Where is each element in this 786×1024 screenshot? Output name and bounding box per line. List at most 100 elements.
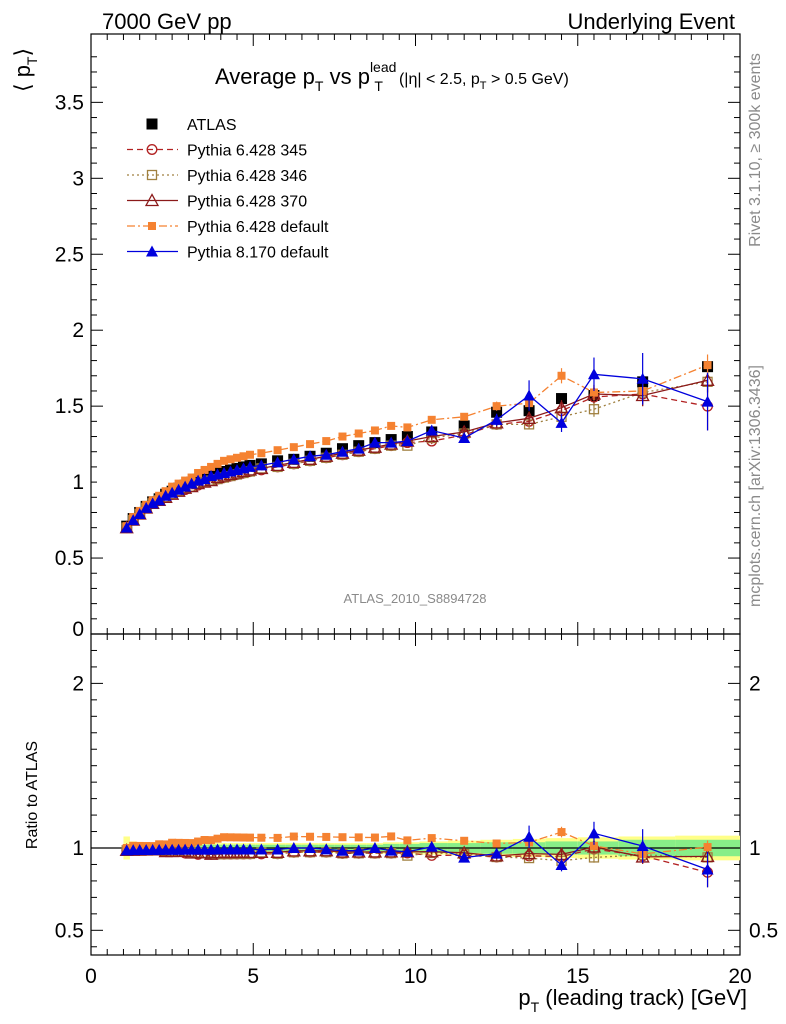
ratio-data-point xyxy=(338,833,347,842)
ratio-data-point xyxy=(271,843,284,855)
data-point xyxy=(271,456,284,468)
ratio-y-tick-label: 0.5 xyxy=(55,919,84,942)
data-point xyxy=(523,389,536,401)
ratio-data-point xyxy=(200,836,209,845)
ratio-data-point xyxy=(401,845,414,857)
ratio-data-point xyxy=(557,828,566,837)
legend-label: ATLAS xyxy=(187,117,237,134)
y-tick-label: 1 xyxy=(72,471,84,494)
data-point xyxy=(490,413,503,425)
data-point xyxy=(401,435,414,447)
series-line xyxy=(126,379,708,529)
data-point xyxy=(458,432,471,444)
series-1 xyxy=(121,381,714,534)
data-point xyxy=(166,486,179,498)
series-line xyxy=(126,381,708,529)
data-point xyxy=(207,462,216,471)
ratio-data-point xyxy=(387,832,396,841)
ratio-data-point xyxy=(425,840,438,852)
data-point xyxy=(255,459,268,471)
ratio-plot: 0 5 10 15 20 0.5 0.5 1 1 2 2 xyxy=(55,633,778,988)
data-point xyxy=(368,436,381,448)
data-point xyxy=(557,371,566,380)
data-point xyxy=(554,400,569,414)
data-point xyxy=(306,440,315,449)
ratio-data-point xyxy=(213,834,222,843)
ratio-y-tick-label-right: 1 xyxy=(749,837,761,860)
data-point xyxy=(385,436,398,448)
legend-label: Pythia 6.428 default xyxy=(187,219,329,236)
data-point xyxy=(127,514,140,526)
rivet-version-label: Rivet 3.1.10, ≥ 300k events xyxy=(747,53,764,247)
ratio-data-point xyxy=(427,834,436,843)
header-right-label: Underlying Event xyxy=(567,9,735,34)
data-point xyxy=(521,410,537,424)
ratio-data-point xyxy=(492,839,501,848)
data-point xyxy=(289,443,298,452)
data-point xyxy=(588,404,600,415)
data-point xyxy=(168,482,177,491)
legend-marker xyxy=(146,245,158,257)
series-line xyxy=(126,373,708,529)
data-point xyxy=(120,521,133,533)
y-tick-label: 2 xyxy=(72,319,84,342)
ratio-data-point xyxy=(352,844,365,856)
y-tick-label: 3.5 xyxy=(55,91,84,114)
series-4 xyxy=(122,354,712,531)
ratio-data-point xyxy=(336,844,349,856)
data-point xyxy=(220,456,229,465)
data-point xyxy=(172,483,185,495)
x-tick-label: 20 xyxy=(728,965,751,988)
series-3 xyxy=(119,368,715,534)
chart-title: Average pT vs plead T (|η| < 2.5, pT > 0.5… xyxy=(215,59,569,94)
ratio-data-point xyxy=(239,833,248,842)
data-point xyxy=(370,426,379,435)
ratio-data-point xyxy=(194,837,203,846)
y-axis-label: ⟨ pT⟩ xyxy=(10,48,40,92)
data-point xyxy=(589,388,598,397)
ratio-data-point xyxy=(181,838,190,847)
data-point xyxy=(257,449,266,458)
data-point xyxy=(246,450,255,459)
x-tick-label: 15 xyxy=(566,965,589,988)
data-point xyxy=(587,368,600,380)
data-point xyxy=(555,416,568,428)
ratio-data-point xyxy=(354,833,363,842)
x-tick-label: 5 xyxy=(247,965,259,988)
ratio-data-point xyxy=(306,832,315,841)
data-point xyxy=(492,402,501,411)
analysis-id-label: ATLAS_2010_S8894728 xyxy=(344,591,487,606)
ratio-data-point xyxy=(257,833,266,842)
data-point xyxy=(239,452,248,461)
data-point xyxy=(140,501,153,513)
ratio-data-point xyxy=(589,841,598,850)
legend-marker xyxy=(146,118,158,130)
ratio-data-point xyxy=(636,840,649,852)
ratio-data-point xyxy=(226,833,235,842)
data-point xyxy=(179,480,192,492)
data-point xyxy=(146,497,159,509)
data-point xyxy=(174,479,183,488)
data-point xyxy=(226,455,235,464)
ratio-data-point xyxy=(368,842,381,853)
data-point xyxy=(336,445,349,457)
y-tick-label: 0.5 xyxy=(55,547,84,570)
ratio-data-point xyxy=(174,838,183,847)
y-tick-label: 3 xyxy=(72,167,84,190)
ratio-data-point xyxy=(703,843,712,852)
series-0 xyxy=(121,361,714,532)
ratio-series-5 xyxy=(120,821,714,888)
data-point xyxy=(387,421,396,430)
data-point xyxy=(287,453,300,465)
series-5 xyxy=(120,352,714,533)
legend-label: Pythia 8.170 default xyxy=(187,245,329,262)
data-point xyxy=(133,508,146,519)
ratio-data-point xyxy=(701,863,714,875)
data-point xyxy=(185,477,198,489)
data-point xyxy=(354,429,363,438)
data-point xyxy=(338,432,347,441)
ratio-data-point xyxy=(273,833,282,842)
ratio-data-point xyxy=(458,851,471,863)
data-point xyxy=(636,372,649,384)
